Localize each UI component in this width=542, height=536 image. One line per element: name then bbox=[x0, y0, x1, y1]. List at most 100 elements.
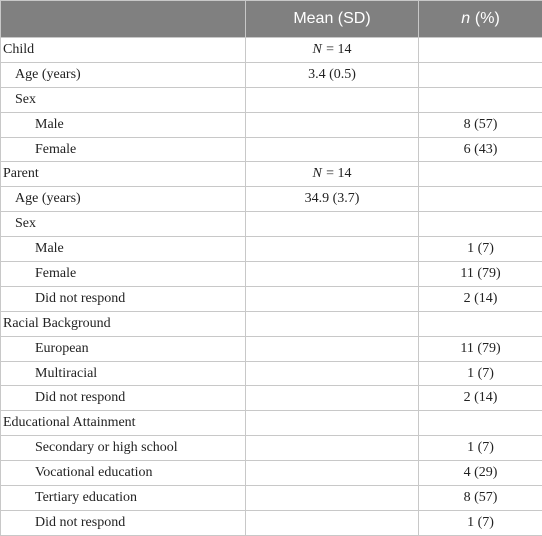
n-cell: 1 (7) bbox=[418, 360, 542, 387]
table-row: Age (years) 3.4 (0.5) bbox=[0, 61, 542, 88]
n-cell bbox=[418, 61, 542, 88]
mean-cell bbox=[245, 509, 419, 536]
n-cell: 8 (57) bbox=[418, 111, 542, 138]
row-label: Vocational education bbox=[35, 465, 153, 481]
row-label-cell: Age (years) bbox=[0, 61, 246, 88]
table-row: Educational Attainment bbox=[0, 410, 542, 437]
row-label-cell: Did not respond bbox=[0, 509, 246, 536]
n-cell: 1 (7) bbox=[418, 236, 542, 263]
mean-cell bbox=[245, 435, 419, 462]
row-label-cell: Racial Background bbox=[0, 310, 246, 337]
row-label: Sex bbox=[15, 91, 36, 107]
row-label: Did not respond bbox=[35, 290, 126, 306]
cell-text: 1 (7) bbox=[467, 241, 494, 257]
n-cell bbox=[418, 310, 542, 337]
n-cell: 8 (57) bbox=[418, 485, 542, 511]
header-cell: n (%) bbox=[418, 0, 542, 38]
n-cell bbox=[418, 37, 542, 63]
row-label-cell: Did not respond bbox=[0, 285, 246, 312]
row-label: Secondary or high school bbox=[35, 440, 178, 456]
mean-cell bbox=[245, 335, 419, 362]
table-row: Secondary or high school 1 (7) bbox=[0, 435, 542, 462]
row-label-cell: Secondary or high school bbox=[0, 435, 246, 462]
mean-cell bbox=[245, 111, 419, 138]
table-row: Racial Background bbox=[0, 310, 542, 337]
table-row: Sex bbox=[0, 86, 542, 113]
cell-text: 1 (7) bbox=[467, 514, 494, 530]
n-cell: 2 (14) bbox=[418, 385, 542, 412]
n-cell: 6 (43) bbox=[418, 136, 542, 163]
table-row: Female 6 (43) bbox=[0, 136, 542, 163]
row-label-cell: Tertiary education bbox=[0, 485, 246, 511]
row-label-cell: Did not respond bbox=[0, 385, 246, 412]
table-row: European 11 (79) bbox=[0, 335, 542, 362]
row-label-cell: Male bbox=[0, 236, 246, 263]
row-label-cell: Female bbox=[0, 261, 246, 287]
cell-italic: N bbox=[312, 166, 322, 182]
cell-text: 8 (57) bbox=[463, 489, 498, 505]
row-label: Child bbox=[3, 41, 35, 57]
table-row: Tertiary education 8 (57) bbox=[0, 485, 542, 511]
row-label: Sex bbox=[15, 216, 36, 232]
n-cell: 11 (79) bbox=[418, 261, 542, 287]
mean-cell bbox=[245, 86, 419, 113]
cell-text: 2 (14) bbox=[463, 390, 498, 406]
mean-cell bbox=[245, 485, 419, 511]
mean-cell bbox=[245, 460, 419, 487]
mean-cell bbox=[245, 236, 419, 263]
table-row: Male 8 (57) bbox=[0, 111, 542, 138]
row-label-cell: Age (years) bbox=[0, 186, 246, 213]
table-row: Age (years) 34.9 (3.7) bbox=[0, 186, 542, 213]
row-label-cell: Vocational education bbox=[0, 460, 246, 487]
mean-cell bbox=[245, 310, 419, 337]
row-label-cell: Child bbox=[0, 37, 246, 63]
row-label-cell: Sex bbox=[0, 86, 246, 113]
n-cell: 1 (7) bbox=[418, 435, 542, 462]
n-cell: 1 (7) bbox=[418, 509, 542, 536]
cell-text: 4 (29) bbox=[463, 465, 498, 481]
table-row: Did not respond 2 (14) bbox=[0, 385, 542, 412]
n-cell bbox=[418, 161, 542, 188]
mean-cell bbox=[245, 136, 419, 163]
n-cell bbox=[418, 186, 542, 213]
row-label: Multiracial bbox=[35, 365, 98, 381]
mean-cell: N = 14 bbox=[245, 161, 419, 188]
table-body: Child N = 14 Age (years) 3.4 (0.5) Sex Male 8 (… bbox=[0, 37, 542, 536]
row-label-cell: Male bbox=[0, 111, 246, 138]
n-cell bbox=[418, 410, 542, 437]
mean-cell: 34.9 (3.7) bbox=[245, 186, 419, 213]
table-row: Multiracial 1 (7) bbox=[0, 360, 542, 387]
row-label: Tertiary education bbox=[35, 489, 138, 505]
row-label-cell: Parent bbox=[0, 161, 246, 188]
mean-cell bbox=[245, 360, 419, 387]
cell-text: = 14 bbox=[326, 41, 352, 57]
header-row: Mean (SD) n (%) bbox=[0, 0, 542, 38]
row-label: Parent bbox=[3, 166, 39, 182]
table-row: Did not respond 2 (14) bbox=[0, 285, 542, 312]
row-label: European bbox=[35, 340, 89, 356]
cell-text: 8 (57) bbox=[463, 116, 498, 132]
cell-text: 11 (79) bbox=[460, 265, 501, 281]
n-cell bbox=[418, 86, 542, 113]
mean-cell bbox=[245, 285, 419, 312]
row-label: Age (years) bbox=[15, 66, 81, 82]
row-label: Racial Background bbox=[3, 315, 111, 331]
mean-cell: 3.4 (0.5) bbox=[245, 61, 419, 88]
table-row: Sex bbox=[0, 211, 542, 238]
table-row: Did not respond 1 (7) bbox=[0, 509, 542, 536]
header-text: (%) bbox=[474, 10, 500, 27]
row-label-cell: Educational Attainment bbox=[0, 410, 246, 437]
cell-text: 11 (79) bbox=[460, 340, 501, 356]
row-label-cell: Sex bbox=[0, 211, 246, 238]
table-row: Vocational education 4 (29) bbox=[0, 460, 542, 487]
row-label-cell: Multiracial bbox=[0, 360, 246, 387]
n-cell: 2 (14) bbox=[418, 285, 542, 312]
row-label: Did not respond bbox=[35, 514, 126, 530]
mean-cell bbox=[245, 261, 419, 287]
row-label: Male bbox=[35, 241, 64, 257]
row-label: Female bbox=[35, 141, 77, 157]
cell-text: 1 (7) bbox=[467, 440, 494, 456]
row-label-cell: European bbox=[0, 335, 246, 362]
cell-text: 2 (14) bbox=[463, 290, 498, 306]
